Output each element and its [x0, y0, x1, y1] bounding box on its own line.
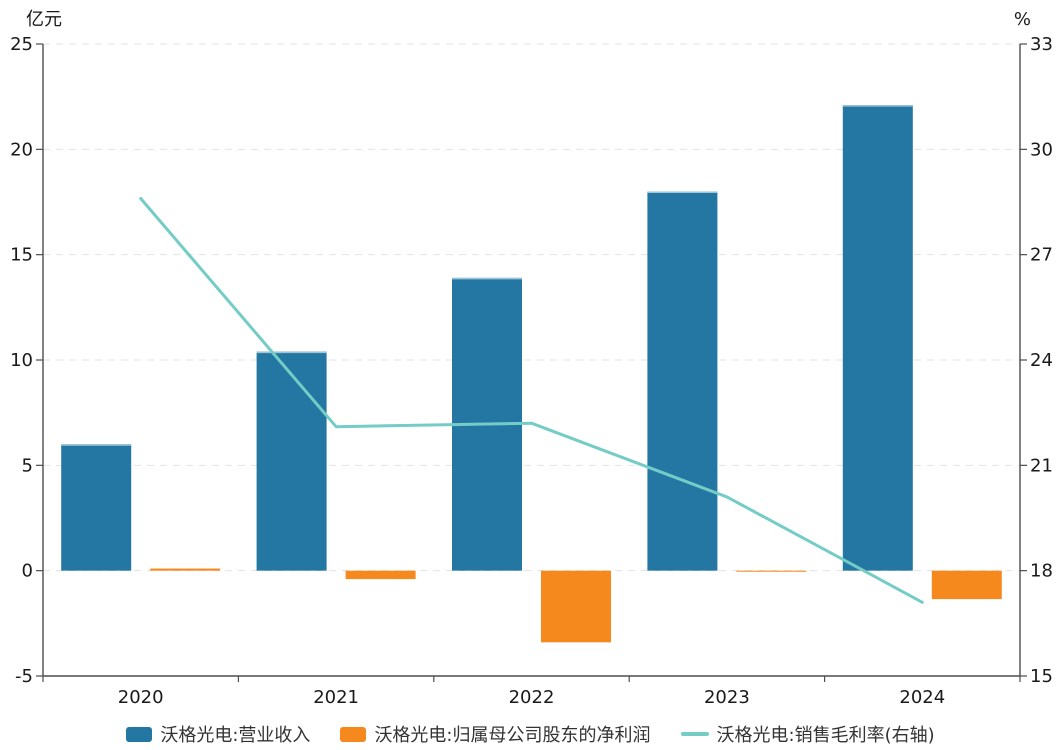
right-axis-tick-label: 15: [1030, 666, 1053, 687]
right-axis-title: %: [1013, 9, 1031, 30]
x-axis-tick-label: 2024: [899, 687, 945, 708]
left-axis-tick-label: 5: [22, 455, 33, 476]
right-axis-tick-label: 33: [1030, 34, 1053, 55]
gross-margin-line-icon: [680, 732, 709, 736]
right-axis-tick-label: 24: [1030, 350, 1053, 371]
legend: 沃格光电:营业收入 沃格光电:归属母公司股东的净利润 沃格光电:销售毛利率(右轴…: [0, 719, 1061, 749]
right-axis-tick-label: 21: [1030, 455, 1053, 476]
right-axis-tick-label: 18: [1030, 561, 1053, 582]
left-axis-tick-label: 15: [10, 245, 33, 266]
revenue-bar-2023[interactable]: [647, 191, 718, 571]
right-axis-tick-label: 27: [1030, 245, 1053, 266]
revenue-bar-2021[interactable]: [256, 351, 327, 571]
left-axis-tick-label: 10: [10, 350, 33, 371]
legend-item-net-profit[interactable]: 沃格光电:归属母公司股东的净利润: [340, 721, 651, 747]
revenue-bar-2020[interactable]: [61, 444, 132, 571]
left-axis-tick-label: 20: [10, 139, 33, 160]
left-axis-tick-label: -5: [15, 666, 33, 687]
legend-label-gross-margin: 沃格光电:销售毛利率(右轴): [716, 725, 935, 746]
left-axis-title: 亿元: [26, 9, 62, 30]
left-axis-tick-label: 0: [22, 561, 33, 582]
x-axis-tick-label: 2020: [118, 687, 164, 708]
legend-label-net-profit: 沃格光电:归属母公司股东的净利润: [374, 725, 651, 746]
revenue-swatch-icon: [126, 726, 153, 742]
left-axis-tick-label: 25: [10, 34, 33, 55]
net-profit-bar-2021[interactable]: [345, 570, 416, 580]
net-profit-swatch-icon: [340, 726, 367, 742]
net-profit-bar-2023[interactable]: [736, 570, 807, 572]
x-axis-tick-label: 2021: [313, 687, 359, 708]
right-axis-tick-label: 30: [1030, 139, 1053, 160]
x-axis-tick-label: 2023: [704, 687, 750, 708]
net-profit-bar-2020[interactable]: [150, 568, 221, 571]
net-profit-bar-2024[interactable]: [931, 570, 1002, 600]
legend-item-gross-margin[interactable]: 沃格光电:销售毛利率(右轴): [680, 721, 935, 747]
legend-item-revenue[interactable]: 沃格光电:营业收入: [126, 721, 310, 747]
revenue-bar-2024[interactable]: [842, 105, 913, 571]
x-axis-tick-label: 2022: [509, 687, 555, 708]
gross-margin-line[interactable]: [139, 196, 924, 604]
net-profit-bar-2022[interactable]: [541, 570, 611, 643]
plot-area: 25 20 15 10 5 0 -5 33 30 27 24 21 18 15 2020 2021 2022 20…: [10, 34, 1053, 708]
legend-label-revenue: 沃格光电:营业收入: [160, 725, 311, 746]
